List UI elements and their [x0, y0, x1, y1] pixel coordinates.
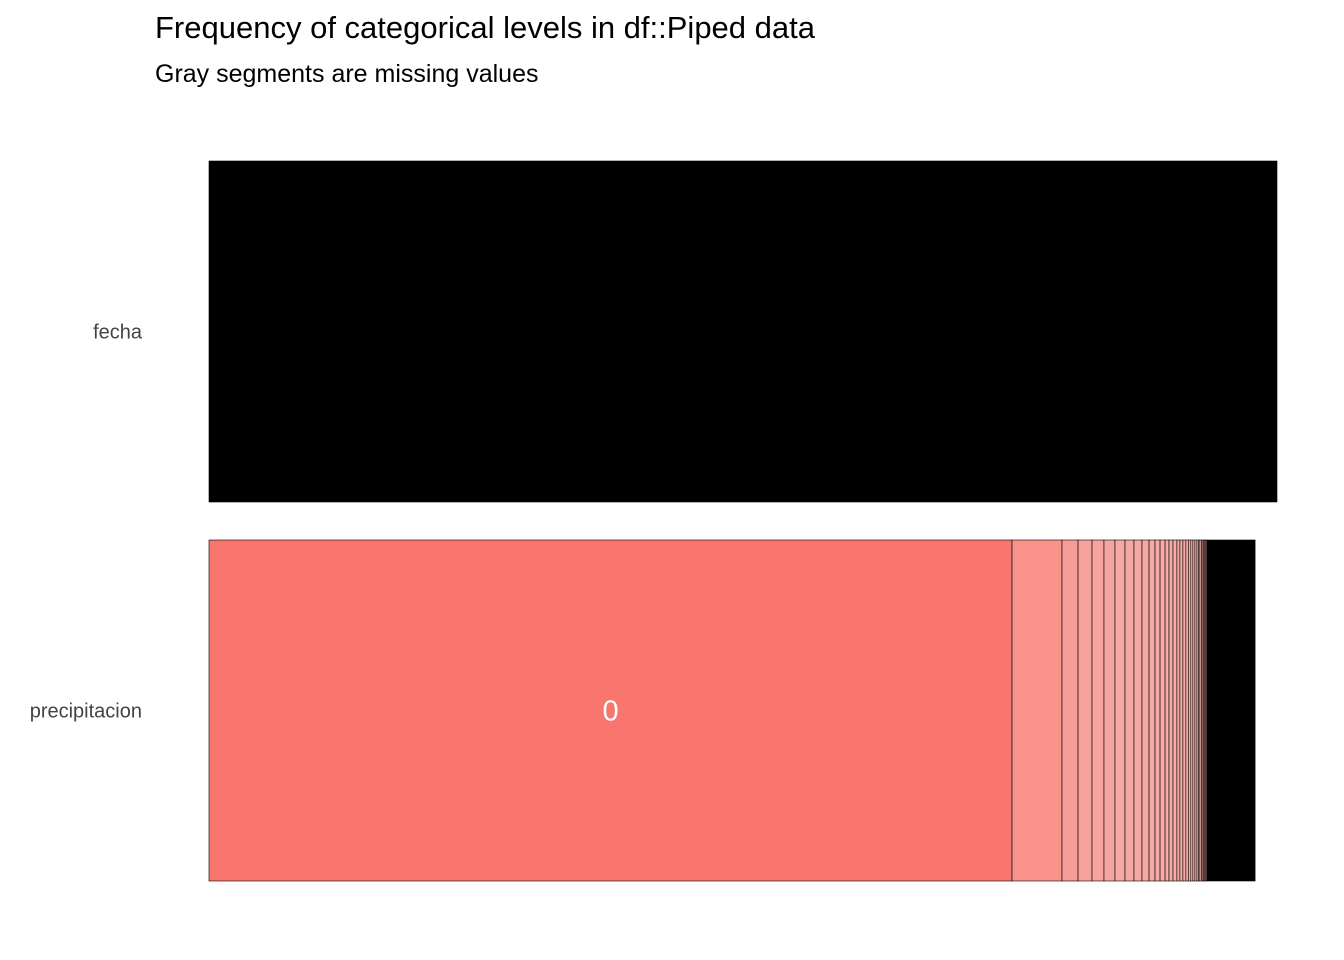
segment-precipitacion-7 [1124, 539, 1135, 882]
segment-precipitacion-10 [1148, 539, 1156, 882]
segment-precipitacion-12 [1159, 539, 1166, 882]
segment-precipitacion-6 [1114, 539, 1126, 882]
segment-precipitacion-23 [1194, 539, 1198, 882]
row-label-fecha: fecha [93, 322, 143, 344]
segment-precipitacion-32 [1206, 539, 1256, 882]
segment-precipitacion-1 [1011, 539, 1063, 882]
segment-precipitacion-13 [1164, 539, 1170, 882]
segment-precipitacion-15 [1172, 539, 1178, 882]
segment-precipitacion-21 [1190, 539, 1194, 882]
segment-precipitacion-4 [1091, 539, 1105, 882]
segment-precipitacion-9 [1141, 539, 1150, 882]
segment-precipitacion-11 [1154, 539, 1161, 882]
segment-precipitacion-20 [1188, 539, 1192, 882]
segment-precipitacion-14 [1168, 539, 1174, 882]
segment-precipitacion-18 [1182, 539, 1187, 882]
segment-precipitacion-5 [1103, 539, 1116, 882]
segment-precipitacion-0 [208, 539, 1013, 882]
row-label-precipitacion: precipitacion [30, 701, 142, 723]
chart-subtitle: Gray segments are missing values [155, 60, 539, 88]
segment-fecha-0 [208, 160, 1278, 503]
segment-precipitacion-17 [1179, 539, 1184, 882]
chart-title: Frequency of categorical levels in df::P… [155, 10, 815, 45]
segment-precipitacion-8 [1133, 539, 1143, 882]
segment-precipitacion-19 [1185, 539, 1189, 882]
segment-precipitacion-3 [1077, 539, 1093, 882]
segment-precipitacion-2 [1061, 539, 1079, 882]
segment-precipitacion-22 [1192, 539, 1196, 882]
segment-label-precipitacion: 0 [602, 696, 618, 728]
segment-precipitacion-16 [1176, 539, 1181, 882]
